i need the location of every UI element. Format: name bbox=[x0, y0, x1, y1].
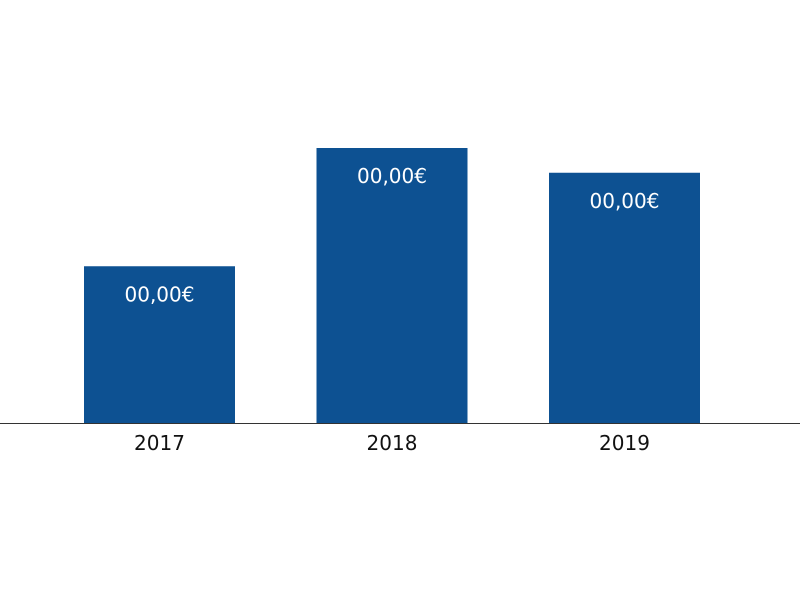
data-label-2018: 00,00€ bbox=[357, 164, 427, 188]
bar-2019 bbox=[549, 172, 700, 423]
data-label-2019: 00,00€ bbox=[590, 189, 660, 213]
x-tick-label-2018: 2018 bbox=[367, 431, 418, 455]
bar-2017 bbox=[84, 266, 235, 423]
x-tick-label-2017: 2017 bbox=[134, 431, 185, 455]
data-label-2017: 00,00€ bbox=[125, 282, 195, 306]
bar-2018 bbox=[316, 148, 468, 423]
x-tick-label-2019: 2019 bbox=[599, 431, 650, 455]
